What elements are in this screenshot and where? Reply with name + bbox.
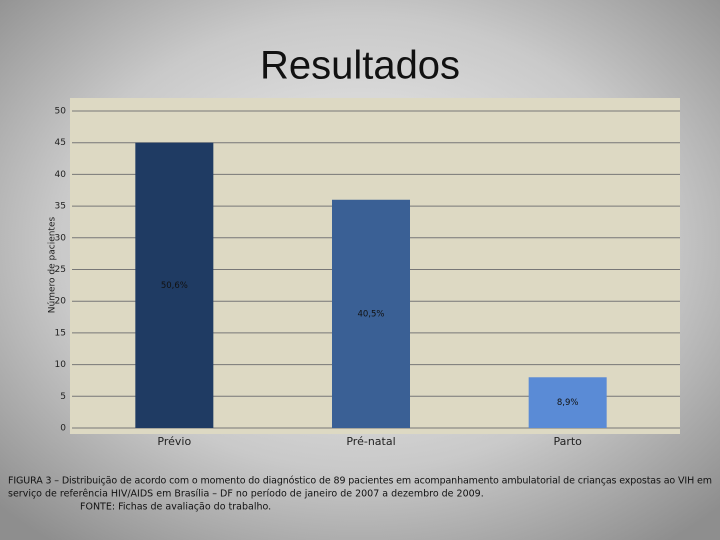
x-tick-label: Parto: [553, 435, 582, 448]
y-tick-label: 0: [60, 424, 66, 434]
caption-line: FIGURA 3 – Distribuição de acordo com o …: [8, 476, 712, 487]
y-tick-label: 15: [55, 328, 66, 338]
bar: [135, 142, 214, 428]
x-tick-label: Pré-natal: [346, 435, 395, 448]
y-tick-label: 50: [55, 107, 67, 117]
y-tick-label: 35: [55, 202, 66, 212]
chart-title: Resultados: [260, 44, 460, 88]
x-tick-label: Prévio: [157, 435, 191, 448]
bar: [528, 377, 607, 428]
y-axis-label: Número de pacientes: [48, 216, 58, 313]
y-tick-label: 10: [55, 360, 67, 370]
y-tick-label: 20: [55, 297, 67, 307]
y-tick-label: 45: [55, 138, 66, 148]
bar-annotation: 8,9%: [557, 398, 579, 408]
caption-line: serviço de referência HIV/AIDS em Brasíl…: [8, 489, 484, 500]
y-tick-label: 25: [55, 265, 66, 275]
bar: [332, 199, 410, 428]
y-tick-label: 40: [55, 170, 67, 180]
y-tick-label: 5: [60, 392, 66, 402]
bar-annotation: 40,5%: [357, 309, 384, 319]
caption-source: FONTE: Fichas de avaliação do trabalho.: [80, 502, 271, 513]
y-tick-label: 30: [55, 233, 67, 243]
bar-annotation: 50,6%: [161, 281, 188, 291]
